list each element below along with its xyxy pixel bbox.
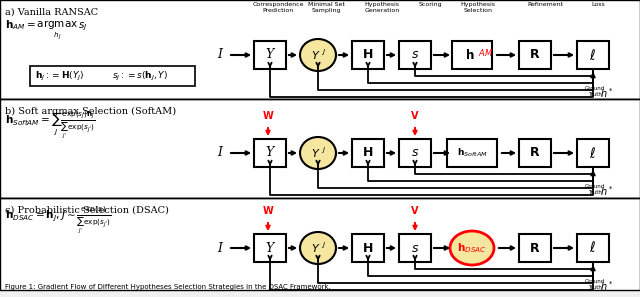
Text: $\mathbf{V}$: $\mathbf{V}$: [410, 204, 420, 216]
FancyBboxPatch shape: [519, 234, 551, 262]
Text: Ground
Truth: Ground Truth: [585, 86, 605, 97]
Text: $h^*$: $h^*$: [600, 184, 614, 198]
Text: Ground
Truth: Ground Truth: [585, 279, 605, 290]
Ellipse shape: [450, 231, 494, 265]
Text: Scoring: Scoring: [418, 2, 442, 7]
FancyBboxPatch shape: [254, 234, 286, 262]
Text: Ground
Truth: Ground Truth: [585, 184, 605, 195]
Text: $s$: $s$: [411, 48, 419, 61]
Text: I: I: [217, 48, 222, 61]
Text: Y: Y: [266, 48, 274, 61]
Text: Hypothesis
Selection: Hypothesis Selection: [461, 2, 495, 13]
FancyBboxPatch shape: [519, 139, 551, 167]
Text: b) Soft argmax Selection (SoftAM): b) Soft argmax Selection (SoftAM): [5, 107, 176, 116]
Text: $\ell$: $\ell$: [589, 146, 596, 160]
FancyBboxPatch shape: [519, 41, 551, 69]
Text: $\mathbf{h}_{SoftAM}$: $\mathbf{h}_{SoftAM}$: [457, 147, 487, 159]
FancyBboxPatch shape: [0, 0, 640, 99]
Text: $h^*$: $h^*$: [600, 86, 614, 100]
Ellipse shape: [300, 39, 336, 71]
FancyBboxPatch shape: [352, 41, 384, 69]
Text: $\mathbf{W}$: $\mathbf{W}$: [262, 204, 274, 216]
Text: Refinement: Refinement: [527, 2, 563, 7]
Text: $\mathbf{H}$: $\mathbf{H}$: [362, 146, 374, 159]
Ellipse shape: [300, 232, 336, 264]
FancyBboxPatch shape: [577, 41, 609, 69]
FancyBboxPatch shape: [399, 139, 431, 167]
Text: ${AM}$: ${AM}$: [478, 48, 493, 59]
Text: Figure 1: Gradient Flow of Different Hypotheses Selection Strategies in the DSAC: Figure 1: Gradient Flow of Different Hyp…: [5, 284, 331, 290]
Text: I: I: [217, 146, 222, 159]
FancyBboxPatch shape: [30, 66, 195, 86]
Text: Y: Y: [266, 146, 274, 159]
Text: $Y$: $Y$: [311, 147, 321, 159]
Text: $\mathbf{R}$: $\mathbf{R}$: [529, 48, 541, 61]
FancyBboxPatch shape: [399, 41, 431, 69]
Ellipse shape: [300, 137, 336, 169]
Text: I: I: [217, 241, 222, 255]
Text: $\mathbf{H}$: $\mathbf{H}$: [362, 241, 374, 255]
Text: $\mathbf{h}_{AM} = \underset{h_J}{\mathrm{argmax}}\, s_J$: $\mathbf{h}_{AM} = \underset{h_J}{\mathr…: [5, 18, 88, 42]
Text: $s_J := s(\mathbf{h}_J, Y)$: $s_J := s(\mathbf{h}_J, Y)$: [112, 69, 168, 83]
FancyBboxPatch shape: [399, 234, 431, 262]
Text: $h^*$: $h^*$: [600, 279, 614, 293]
Text: Hypothesis
Generation: Hypothesis Generation: [364, 2, 399, 13]
FancyBboxPatch shape: [447, 139, 497, 167]
Text: $\mathbf{h}_J := \mathbf{H}(Y_J)$: $\mathbf{h}_J := \mathbf{H}(Y_J)$: [35, 69, 84, 83]
FancyBboxPatch shape: [0, 99, 640, 198]
Text: $s$: $s$: [411, 241, 419, 255]
Text: $\mathbf{R}$: $\mathbf{R}$: [529, 146, 541, 159]
Text: $_J$: $_J$: [321, 48, 326, 58]
Text: $\mathbf{H}$: $\mathbf{H}$: [362, 48, 374, 61]
Text: c) Probabilistic Selection (DSAC): c) Probabilistic Selection (DSAC): [5, 206, 169, 215]
Text: $_J$: $_J$: [321, 146, 326, 156]
Text: $Y$: $Y$: [311, 49, 321, 61]
FancyBboxPatch shape: [0, 198, 640, 290]
Text: $Y$: $Y$: [311, 242, 321, 254]
FancyBboxPatch shape: [577, 234, 609, 262]
Text: $\mathbf{h}_{DSAC}$: $\mathbf{h}_{DSAC}$: [457, 241, 487, 255]
FancyBboxPatch shape: [254, 139, 286, 167]
Text: a) Vanilla RANSAC: a) Vanilla RANSAC: [5, 8, 98, 17]
Text: $\ell$: $\ell$: [589, 241, 596, 255]
FancyBboxPatch shape: [352, 139, 384, 167]
Text: $\mathbf{V}$: $\mathbf{V}$: [410, 109, 420, 121]
Text: Correspondence
Prediction: Correspondence Prediction: [252, 2, 304, 13]
Text: $\ell$: $\ell$: [589, 48, 596, 62]
FancyBboxPatch shape: [452, 41, 492, 69]
Text: $\mathbf{h}$: $\mathbf{h}$: [465, 48, 475, 62]
Text: $\mathbf{h}_{SoftAM} = \sum_J \frac{\exp(s_J)\mathbf{h}_J}{\sum_{J'} \exp(s_{J'}: $\mathbf{h}_{SoftAM} = \sum_J \frac{\exp…: [5, 110, 95, 141]
Text: $_J$: $_J$: [321, 241, 326, 251]
Text: Minimal Set
Sampling: Minimal Set Sampling: [308, 2, 344, 13]
Text: $\mathbf{W}$: $\mathbf{W}$: [262, 109, 274, 121]
Text: $\mathbf{h}_{DSAC} = \mathbf{h}_J, J \sim \frac{\exp(s_J)}{\sum_{J'} \exp(s_{J'}: $\mathbf{h}_{DSAC} = \mathbf{h}_J, J \si…: [5, 205, 111, 236]
Text: $\mathbf{R}$: $\mathbf{R}$: [529, 241, 541, 255]
Text: Y: Y: [266, 241, 274, 255]
Text: Loss: Loss: [591, 2, 605, 7]
FancyBboxPatch shape: [577, 139, 609, 167]
Text: $s$: $s$: [411, 146, 419, 159]
FancyBboxPatch shape: [352, 234, 384, 262]
FancyBboxPatch shape: [254, 41, 286, 69]
